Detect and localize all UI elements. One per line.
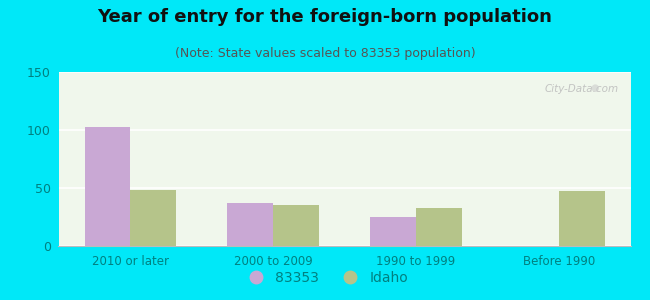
Bar xyxy=(416,208,462,246)
Bar xyxy=(84,127,130,246)
Legend: 83353, Idaho: 83353, Idaho xyxy=(237,265,413,290)
Bar xyxy=(130,190,176,246)
Text: ●: ● xyxy=(591,83,599,93)
Text: City-Data.com: City-Data.com xyxy=(545,84,619,94)
Bar xyxy=(559,191,604,246)
Text: Year of entry for the foreign-born population: Year of entry for the foreign-born popul… xyxy=(98,8,552,26)
Bar xyxy=(370,217,416,246)
Text: (Note: State values scaled to 83353 population): (Note: State values scaled to 83353 popu… xyxy=(175,46,475,59)
Bar xyxy=(227,203,273,246)
Bar xyxy=(273,206,318,246)
